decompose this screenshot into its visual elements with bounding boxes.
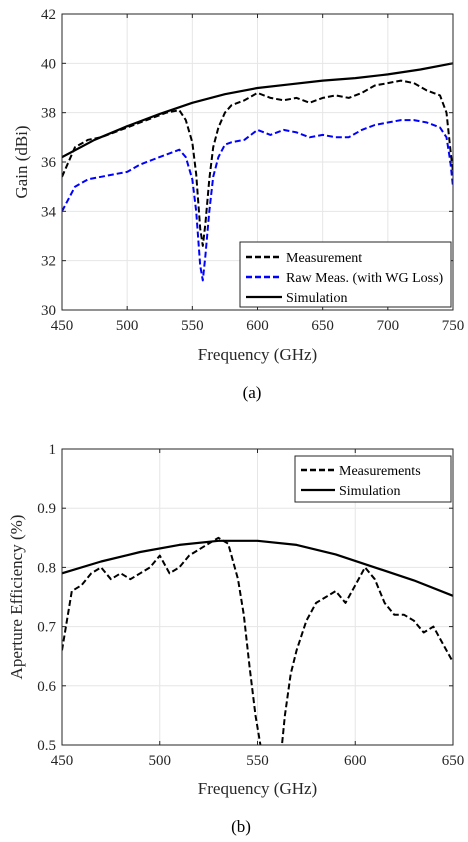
- gain-chart: 450 500 550 600 650 700 750 30 32 34 36 38 40 42 Freq…: [12, 7, 464, 402]
- gain-ticks: 450 500 550 600 650 700 750 30 32 34 36 38 40 42: [41, 7, 464, 334]
- efficiency-ticks: 450 500 550 600 650 0.5 0.6 0.7 0.8 0.9 1: [37, 442, 464, 769]
- y-tick-label: 42: [41, 7, 56, 23]
- efficiency-chart: 450 500 550 600 650 0.5 0.6 0.7 0.8 0.9 1 Frequenc…: [7, 442, 464, 836]
- legend-label-simulation-b: Simulation: [339, 484, 400, 499]
- legend-label-measurements: Measurements: [339, 464, 421, 479]
- series-line-measurement: [62, 79, 453, 247]
- x-tick-label: 600: [246, 318, 269, 334]
- legend-label-measurement: Measurement: [286, 251, 362, 266]
- efficiency-ylabel: Aperture Efficiency (%): [7, 515, 26, 680]
- y-tick-label: 0.5: [37, 738, 56, 754]
- gain-ylabel: Gain (dBi): [12, 125, 31, 198]
- x-tick-label: 450: [51, 318, 74, 334]
- x-tick-label: 700: [377, 318, 400, 334]
- efficiency-legend-box: [294, 455, 452, 503]
- x-tick-label: 650: [442, 753, 465, 769]
- y-tick-label: 30: [41, 303, 56, 319]
- y-tick-label: 32: [41, 254, 56, 270]
- series-line-simulation: [62, 539, 453, 597]
- y-tick-label: 40: [41, 56, 56, 72]
- efficiency-xlabel: Frequency (GHz): [198, 779, 317, 798]
- x-tick-label: 550: [246, 753, 269, 769]
- legend-label-raw-meas: Raw Meas. (with WG Loss): [286, 271, 444, 286]
- gain-legend: Measurement Raw Meas. (with WG Loss) Sim…: [239, 241, 452, 308]
- x-tick-label: 750: [442, 318, 465, 334]
- gain-xlabel: Frequency (GHz): [198, 345, 317, 364]
- y-tick-label: 1: [49, 442, 57, 458]
- caption-b: (b): [231, 817, 251, 836]
- legend-label-simulation: Simulation: [286, 291, 347, 306]
- series-line-raw-meas-with-wg-loss: [62, 119, 453, 282]
- x-tick-label: 550: [181, 318, 204, 334]
- series-line-measurements: [62, 536, 453, 745]
- x-tick-label: 650: [311, 318, 334, 334]
- y-tick-label: 0.9: [37, 501, 56, 517]
- y-tick-label: 0.8: [37, 560, 56, 576]
- caption-a: (a): [243, 383, 262, 402]
- efficiency-series: [62, 536, 453, 745]
- x-tick-label: 450: [51, 753, 74, 769]
- series-line-simulation: [62, 62, 453, 159]
- x-tick-label: 500: [116, 318, 139, 334]
- y-tick-label: 36: [41, 155, 57, 171]
- x-tick-label: 500: [149, 753, 172, 769]
- y-tick-label: 0.6: [37, 679, 56, 695]
- y-tick-label: 0.7: [37, 620, 56, 636]
- gain-series: [62, 62, 453, 282]
- x-tick-label: 600: [344, 753, 367, 769]
- y-tick-label: 38: [41, 106, 56, 122]
- y-tick-label: 34: [41, 204, 57, 220]
- efficiency-legend: Measurements Simulation: [294, 455, 452, 503]
